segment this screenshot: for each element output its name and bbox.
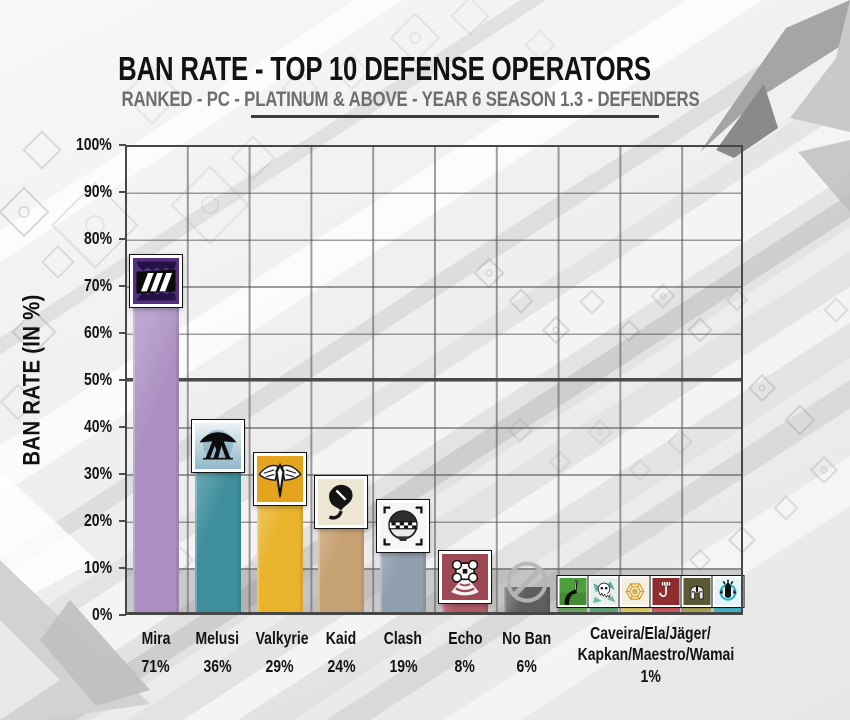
watermark-gadget-glyph xyxy=(820,466,828,474)
title-underline xyxy=(251,115,659,118)
x-label-kaid: Kaid 24% xyxy=(310,628,372,677)
watermark-gadget-icon xyxy=(823,297,849,323)
y-tick-mark xyxy=(119,426,126,428)
y-tick-label: 70% xyxy=(83,275,112,295)
watermark-gadget-icon xyxy=(122,65,182,125)
echo-icon xyxy=(437,550,492,605)
mira-icon xyxy=(128,254,183,309)
shard-decor xyxy=(700,0,850,152)
watermark-gadget-icon xyxy=(450,0,490,36)
valkyrie-icon xyxy=(252,451,307,506)
operator-ban-rate: 36% xyxy=(203,656,232,676)
kaid-icon xyxy=(314,475,369,530)
watermark-gadget-icon xyxy=(773,495,799,521)
y-tick-mark xyxy=(119,238,126,240)
operator-ban-rate: 6% xyxy=(516,656,537,676)
page-subtitle: RANKED - PC - PLATINUM & ABOVE - YEAR 6 … xyxy=(121,87,700,111)
page-title: BAN RATE - TOP 10 DEFENSE OPERATORS xyxy=(118,50,652,87)
y-tick-label: 90% xyxy=(83,181,112,201)
y-tick-mark xyxy=(119,520,126,522)
watermark-gadget-icon xyxy=(281,69,319,107)
y-tick-mark xyxy=(119,285,126,287)
y-tick-mark xyxy=(119,379,126,381)
operator-name: Mira xyxy=(141,628,171,648)
operator-name: No Ban xyxy=(502,628,552,648)
y-tick-mark xyxy=(119,567,126,569)
operator-name: Clash xyxy=(384,628,423,648)
fifty-percent-gridline xyxy=(125,378,743,381)
grouped-operator-names: Kapkan/Maestro/Wamai xyxy=(577,644,734,664)
watermark-gadget-glyph xyxy=(28,326,40,338)
y-tick-label: 80% xyxy=(83,228,112,248)
bar-ela xyxy=(590,608,618,615)
y-tick-label: 60% xyxy=(83,322,112,342)
y-tick-label: 30% xyxy=(83,463,112,483)
y-tick-mark xyxy=(119,191,126,193)
operator-name: Kaid xyxy=(326,628,357,648)
watermark-gadget-icon xyxy=(784,404,816,436)
watermark-gadget-glyph xyxy=(85,215,105,235)
watermark-gadget-icon xyxy=(11,309,57,355)
y-tick-mark xyxy=(119,614,126,616)
watermark-gadget-icon xyxy=(41,245,75,279)
y-tick-label: 50% xyxy=(83,369,112,389)
watermark-gadget-icon xyxy=(22,130,62,170)
grouped-operator-names: Caveira/Ela/Jäger/ xyxy=(589,623,711,643)
x-label-grouped-operators: Caveira/Ela/Jäger/Kapkan/Maestro/Wamai 1% xyxy=(558,623,743,687)
jager-icon xyxy=(618,575,652,608)
ela-icon xyxy=(587,575,621,608)
operator-name: Valkyrie xyxy=(255,628,309,648)
y-tick-mark xyxy=(119,144,126,146)
watermark-gadget-icon xyxy=(51,181,139,269)
bar-wamai xyxy=(713,608,742,615)
x-label-valkyrie: Valkyrie 29% xyxy=(249,628,311,677)
watermark-gadget-icon xyxy=(524,29,556,61)
watermark-gadget-icon xyxy=(0,383,37,421)
y-tick-label: 20% xyxy=(83,510,112,530)
operator-ban-rate: 29% xyxy=(265,656,294,676)
caveira-icon xyxy=(556,575,590,608)
no-ban-icon xyxy=(506,561,548,603)
y-tick-mark xyxy=(119,332,126,334)
x-label-echo: Echo 8% xyxy=(434,628,496,677)
x-label-no-ban: No Ban 6% xyxy=(496,628,558,677)
watermark-gadget-icon xyxy=(809,455,839,485)
x-label-melusi: Melusi 36% xyxy=(187,628,249,677)
y-tick-mark xyxy=(119,473,126,475)
bar-melusi xyxy=(194,445,241,616)
y-tick-label: 40% xyxy=(83,416,112,436)
kapkan-icon xyxy=(649,575,683,608)
y-tick-label: 0% xyxy=(91,604,112,624)
watermark-gadget-icon xyxy=(333,53,371,91)
watermark-gadget-icon xyxy=(747,373,777,403)
operator-ban-rate: 8% xyxy=(454,656,476,676)
operator-ban-rate: 71% xyxy=(141,656,170,676)
watermark-gadget-glyph xyxy=(409,32,421,44)
bar-maestro xyxy=(682,608,711,615)
operator-name: Echo xyxy=(447,628,483,648)
bar-kapkan xyxy=(651,608,680,615)
maestro-icon xyxy=(680,575,714,608)
clash-icon xyxy=(376,498,431,553)
y-tick-label: 10% xyxy=(83,557,112,577)
x-label-clash: Clash 19% xyxy=(372,628,434,677)
wamai-icon xyxy=(711,575,745,608)
y-tick-label: 100% xyxy=(76,134,112,154)
operator-name: Melusi xyxy=(195,628,240,648)
bar-caveira xyxy=(559,608,587,615)
operator-ban-rate: 19% xyxy=(389,656,418,676)
bar-j-ger xyxy=(620,608,649,615)
x-label-mira: Mira 71% xyxy=(125,628,187,677)
watermark-gadget-icon xyxy=(0,186,50,238)
grouped-ban-rate: 1% xyxy=(640,666,661,686)
bar-mira xyxy=(132,281,179,615)
operator-ban-rate: 24% xyxy=(327,656,356,676)
watermark-gadget-glyph xyxy=(18,206,30,218)
plot-area xyxy=(125,145,745,616)
watermark-gadget-glyph xyxy=(758,384,766,392)
melusi-icon xyxy=(190,418,245,473)
watermark-gadget-icon xyxy=(389,12,441,64)
